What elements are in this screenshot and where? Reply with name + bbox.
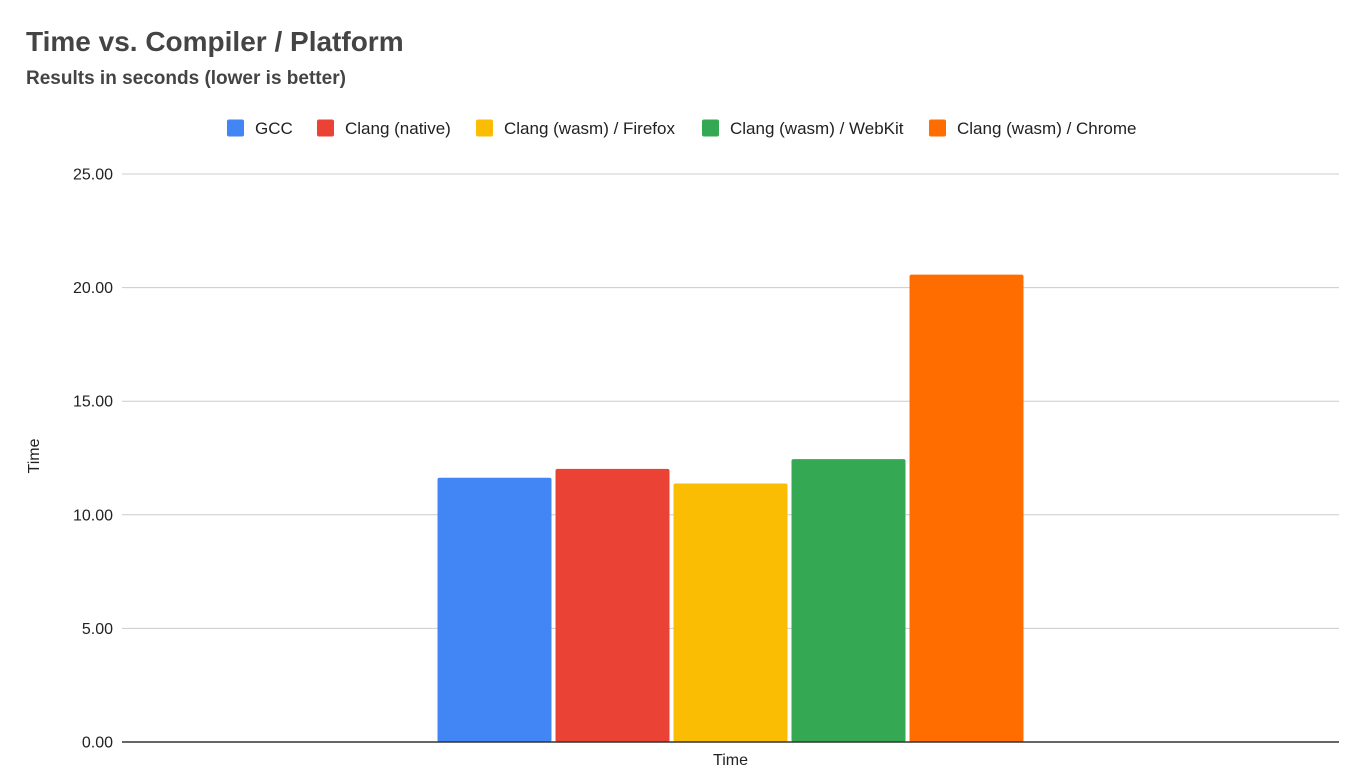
y-tick-label: 5.00	[82, 621, 113, 638]
chart-subtitle: Results in seconds (lower is better)	[26, 68, 346, 89]
y-tick-label: 10.00	[73, 507, 113, 524]
bar-clang-wasm-webkit	[791, 459, 906, 742]
legend-label: GCC	[255, 119, 293, 138]
legend-swatch	[227, 119, 244, 137]
bars	[437, 274, 1024, 742]
legend-label: Clang (wasm) / Firefox	[504, 119, 675, 138]
chart-title: Time vs. Compiler / Platform	[26, 26, 404, 57]
y-tick-label: 0.00	[82, 735, 113, 752]
legend-swatch	[702, 119, 719, 137]
y-tick-label: 20.00	[73, 280, 113, 297]
y-tick-label: 25.00	[73, 167, 113, 184]
bar-clang-native	[555, 468, 670, 742]
y-axis-ticks: 0.00 5.00 10.00 15.00 20.00 25.00	[73, 167, 113, 752]
x-tick-label: Time	[713, 752, 748, 769]
legend-label: Clang (native)	[345, 119, 451, 138]
legend-label: Clang (wasm) / Chrome	[957, 119, 1137, 138]
bar-clang-wasm-firefox	[673, 483, 788, 742]
bar-gcc	[437, 477, 552, 742]
x-axis-ticks: Time	[713, 752, 748, 769]
legend: GCC Clang (native) Clang (wasm) / Firefox C…	[227, 119, 1137, 138]
legend-label: Clang (wasm) / WebKit	[730, 119, 904, 138]
y-axis-title: Time	[26, 438, 43, 473]
bar-clang-wasm-chrome	[909, 274, 1024, 742]
legend-swatch	[317, 119, 334, 137]
legend-swatch	[476, 119, 493, 137]
legend-swatch	[929, 119, 946, 137]
y-tick-label: 15.00	[73, 394, 113, 411]
